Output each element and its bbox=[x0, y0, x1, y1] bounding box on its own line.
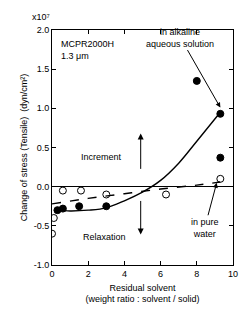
svg-text:6: 6 bbox=[158, 269, 163, 279]
svg-text:MCPR2000H1.3 μm: MCPR2000H1.3 μm bbox=[61, 39, 114, 61]
svg-text:1.0: 1.0 bbox=[37, 103, 50, 113]
svg-text:2: 2 bbox=[86, 269, 91, 279]
svg-text:-0.5: -0.5 bbox=[34, 221, 50, 231]
svg-text:1.5: 1.5 bbox=[37, 64, 50, 74]
svg-text:0.5: 0.5 bbox=[37, 143, 50, 153]
svg-text:Increment: Increment bbox=[81, 152, 122, 162]
svg-text:0: 0 bbox=[49, 269, 54, 279]
svg-text:Change of stress (Tensile) (d: Change of stress (Tensile) (dyn/cm²) bbox=[19, 74, 29, 222]
svg-text:x10⁷: x10⁷ bbox=[32, 12, 50, 22]
svg-text:4: 4 bbox=[122, 269, 127, 279]
svg-text:in alkalineaqueous solution: in alkalineaqueous solution bbox=[146, 27, 214, 49]
svg-text:2.0: 2.0 bbox=[37, 25, 50, 35]
svg-text:in purewater: in purewater bbox=[191, 217, 219, 239]
svg-text:Relaxation: Relaxation bbox=[83, 232, 126, 242]
svg-text:-1.0: -1.0 bbox=[34, 260, 50, 270]
svg-text:Residual solvent(weight ratio: Residual solvent(weight ratio : solvent … bbox=[85, 283, 199, 305]
svg-text:8: 8 bbox=[194, 269, 199, 279]
svg-text:10: 10 bbox=[228, 269, 238, 279]
svg-text:0.0: 0.0 bbox=[37, 182, 50, 192]
